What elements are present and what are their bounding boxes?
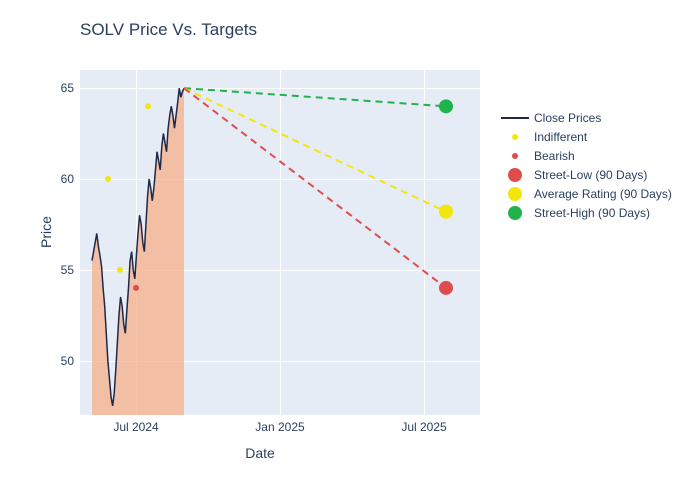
- legend-label: Bearish: [534, 149, 575, 163]
- legend-label: Indifferent: [534, 130, 587, 144]
- y-tick: 60: [44, 172, 74, 186]
- legend-marker: [500, 130, 530, 144]
- y-tick: 50: [44, 354, 74, 368]
- legend-label: Close Prices: [534, 111, 601, 125]
- legend-label: Average Rating (90 Days): [534, 187, 672, 201]
- legend-item: Street-High (90 Days): [500, 205, 672, 221]
- indifferent-point: [117, 267, 123, 273]
- indifferent-point: [105, 176, 111, 182]
- y-tick: 55: [44, 263, 74, 277]
- legend-marker: [500, 168, 530, 182]
- target-line-street-low: [184, 88, 446, 288]
- x-tick: Jul 2025: [401, 420, 446, 434]
- chart-container: SOLV Price Vs. Targets Jul 2024Jan 2025J…: [0, 0, 700, 500]
- legend-item: Street-Low (90 Days): [500, 167, 672, 183]
- legend-label: Street-High (90 Days): [534, 206, 650, 220]
- y-tick: 65: [44, 81, 74, 95]
- legend-marker: [500, 206, 530, 220]
- bearish-point: [133, 285, 139, 291]
- legend-item: Close Prices: [500, 110, 672, 126]
- x-tick: Jul 2024: [113, 420, 158, 434]
- legend-item: Indifferent: [500, 129, 672, 145]
- plot-svg: [80, 70, 480, 415]
- target-line-street-high: [184, 88, 446, 106]
- indifferent-point: [145, 103, 151, 109]
- legend-label: Street-Low (90 Days): [534, 168, 647, 182]
- legend-marker: [500, 187, 530, 201]
- y-axis-label: Price: [38, 216, 54, 248]
- target-marker-street-low: [439, 281, 453, 295]
- x-tick: Jan 2025: [255, 420, 304, 434]
- price-area: [92, 88, 184, 415]
- target-marker-average-rating: [439, 205, 453, 219]
- legend-item: Average Rating (90 Days): [500, 186, 672, 202]
- x-axis-label: Date: [245, 445, 275, 461]
- legend-item: Bearish: [500, 148, 672, 164]
- legend-marker: [500, 111, 530, 125]
- plot-area: Jul 2024Jan 2025Jul 2025: [80, 70, 480, 415]
- legend-marker: [500, 149, 530, 163]
- target-marker-street-high: [439, 99, 453, 113]
- legend: Close Prices Indifferent Bearish Street-Low…: [500, 110, 672, 224]
- chart-title: SOLV Price Vs. Targets: [80, 20, 257, 40]
- target-line-average-rating: [184, 88, 446, 211]
